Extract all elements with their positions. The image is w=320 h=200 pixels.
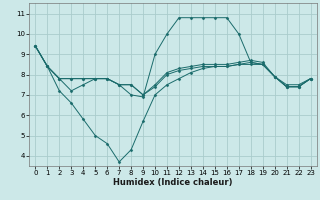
X-axis label: Humidex (Indice chaleur): Humidex (Indice chaleur): [113, 178, 233, 187]
